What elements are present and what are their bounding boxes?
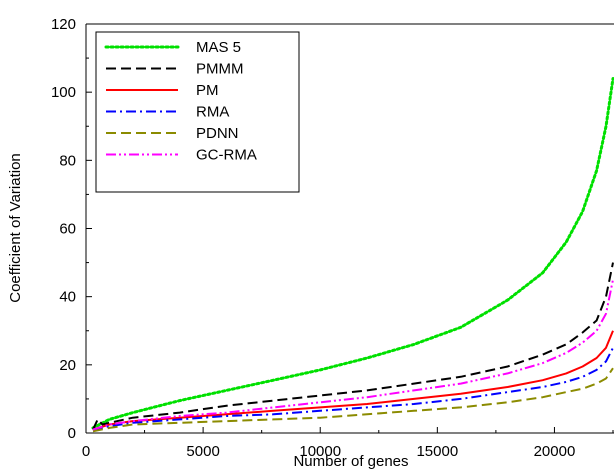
y-tick-label: 120: [51, 16, 76, 33]
axes: 0 20 40 60 80 100 120 0 5000 10000 15000 20000: [51, 16, 614, 460]
y-tick-label: 20: [59, 357, 76, 374]
x-tick-label: 20000: [534, 443, 576, 460]
y-tick-label: 80: [59, 152, 76, 169]
series-layer: [91, 77, 614, 433]
y-tick-label: 100: [51, 84, 76, 101]
legend-label: PDNN: [196, 125, 239, 142]
legend-label: MAS 5: [196, 39, 241, 56]
series-line-gc-rma: [92, 279, 614, 431]
legend-label: GC-RMA: [196, 147, 257, 164]
y-tick-label: 0: [68, 425, 76, 442]
legend: MAS 5 PMMM PM RMA PDNN GC-RMA: [95, 31, 300, 193]
series-line-pdnn: [92, 367, 614, 433]
legend-label: RMA: [196, 104, 229, 121]
x-tick-label: 5000: [186, 443, 219, 460]
series-line-pmmm: [92, 262, 614, 431]
legend-label: PM: [196, 82, 219, 99]
x-tick-label: 10000: [299, 443, 341, 460]
x-axis-label: Number of genes: [293, 453, 408, 470]
x-tick-label: 0: [82, 443, 90, 460]
y-axis-label: Coefficient of Variation: [7, 153, 24, 303]
x-tick-label: 15000: [416, 443, 458, 460]
y-tick-label: 60: [59, 221, 76, 238]
y-tick-label: 40: [59, 289, 76, 306]
legend-label: PMMM: [196, 61, 244, 78]
series-line-mas-5: [91, 77, 614, 430]
series-line-rma: [92, 347, 614, 431]
series-line-pm: [92, 330, 614, 431]
